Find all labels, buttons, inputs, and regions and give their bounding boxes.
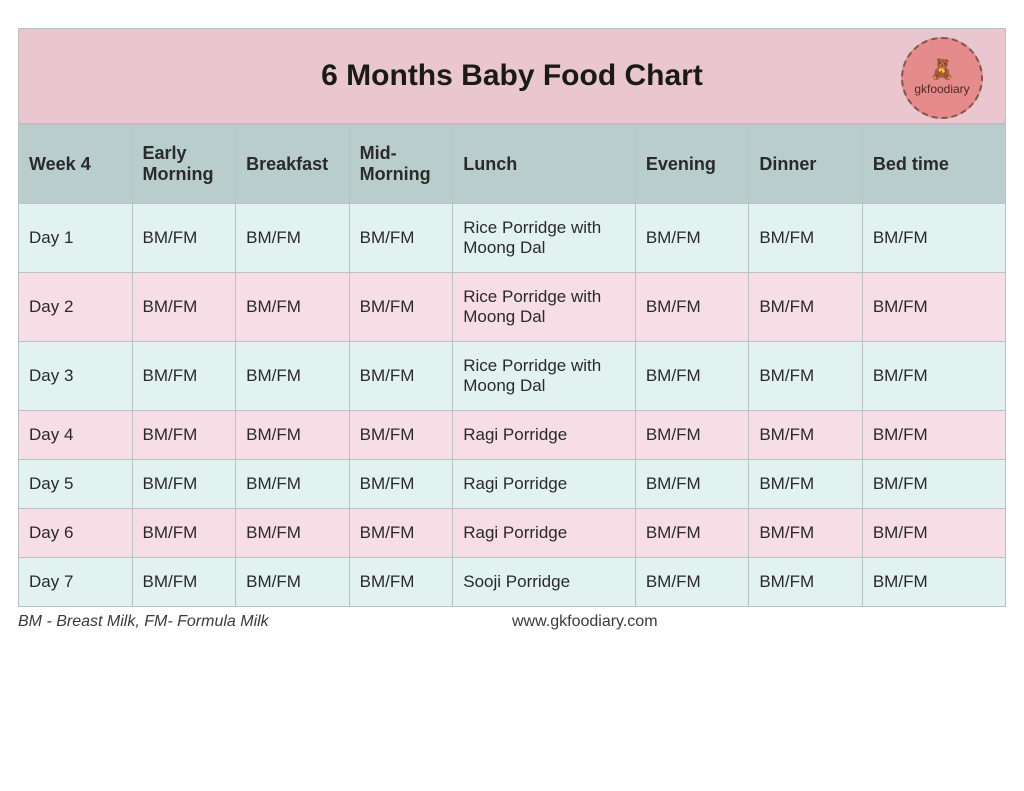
meal-cell: Rice Porridge with Moong Dal <box>453 273 636 342</box>
column-header: Bed time <box>862 125 1005 204</box>
meal-cell: BM/FM <box>349 342 453 411</box>
brand-logo: 🧸 gkfoodiary <box>901 37 983 119</box>
chart-title: 6 Months Baby Food Chart <box>321 59 703 93</box>
meal-cell: BM/FM <box>749 204 863 273</box>
day-label: Day 2 <box>19 273 133 342</box>
meal-cell: BM/FM <box>132 460 236 509</box>
meal-cell: Ragi Porridge <box>453 460 636 509</box>
meal-cell: BM/FM <box>862 411 1005 460</box>
meal-cell: BM/FM <box>236 273 350 342</box>
meal-cell: BM/FM <box>635 273 749 342</box>
brand-text: gkfoodiary <box>914 82 969 96</box>
column-header: Breakfast <box>236 125 350 204</box>
day-label: Day 6 <box>19 509 133 558</box>
table-body: Day 1BM/FMBM/FMBM/FMRice Porridge with M… <box>19 204 1006 607</box>
meal-cell: BM/FM <box>132 411 236 460</box>
meal-cell: BM/FM <box>749 273 863 342</box>
day-label: Day 3 <box>19 342 133 411</box>
meal-cell: BM/FM <box>635 558 749 607</box>
meal-cell: BM/FM <box>749 509 863 558</box>
meal-cell: BM/FM <box>635 460 749 509</box>
meal-cell: BM/FM <box>132 558 236 607</box>
meal-cell: BM/FM <box>862 509 1005 558</box>
meal-cell: Rice Porridge with Moong Dal <box>453 204 636 273</box>
meal-cell: BM/FM <box>635 411 749 460</box>
meal-cell: Ragi Porridge <box>453 509 636 558</box>
meal-cell: BM/FM <box>749 411 863 460</box>
table-row: Day 2BM/FMBM/FMBM/FMRice Porridge with M… <box>19 273 1006 342</box>
meal-cell: BM/FM <box>236 460 350 509</box>
header-row: Week 4Early MorningBreakfastMid-MorningL… <box>19 125 1006 204</box>
meal-cell: BM/FM <box>132 204 236 273</box>
meal-cell: BM/FM <box>635 342 749 411</box>
table-head: Week 4Early MorningBreakfastMid-MorningL… <box>19 125 1006 204</box>
legend-text: BM - Breast Milk, FM- Formula Milk <box>18 613 512 631</box>
meal-cell: BM/FM <box>349 558 453 607</box>
meal-cell: BM/FM <box>862 460 1005 509</box>
meal-cell: BM/FM <box>749 558 863 607</box>
meal-cell: BM/FM <box>862 204 1005 273</box>
column-header: Mid-Morning <box>349 125 453 204</box>
meal-cell: BM/FM <box>862 273 1005 342</box>
meal-cell: BM/FM <box>749 342 863 411</box>
meal-cell: BM/FM <box>862 558 1005 607</box>
title-bar: 6 Months Baby Food Chart 🧸 gkfoodiary <box>18 28 1006 124</box>
meal-cell: BM/FM <box>349 509 453 558</box>
meal-cell: BM/FM <box>132 273 236 342</box>
meal-cell: BM/FM <box>349 273 453 342</box>
meal-cell: Ragi Porridge <box>453 411 636 460</box>
meal-cell: BM/FM <box>236 509 350 558</box>
footer: BM - Breast Milk, FM- Formula Milk www.g… <box>18 613 1006 631</box>
site-url: www.gkfoodiary.com <box>512 613 1006 631</box>
column-header: Dinner <box>749 125 863 204</box>
day-label: Day 7 <box>19 558 133 607</box>
meal-cell: BM/FM <box>236 558 350 607</box>
day-label: Day 1 <box>19 204 133 273</box>
meal-cell: BM/FM <box>349 411 453 460</box>
column-header: Lunch <box>453 125 636 204</box>
table-row: Day 4BM/FMBM/FMBM/FMRagi PorridgeBM/FMBM… <box>19 411 1006 460</box>
meal-cell: Rice Porridge with Moong Dal <box>453 342 636 411</box>
meal-cell: BM/FM <box>236 204 350 273</box>
table-row: Day 6BM/FMBM/FMBM/FMRagi PorridgeBM/FMBM… <box>19 509 1006 558</box>
table-row: Day 3BM/FMBM/FMBM/FMRice Porridge with M… <box>19 342 1006 411</box>
table-row: Day 1BM/FMBM/FMBM/FMRice Porridge with M… <box>19 204 1006 273</box>
food-table: Week 4Early MorningBreakfastMid-MorningL… <box>18 124 1006 607</box>
meal-cell: BM/FM <box>635 204 749 273</box>
meal-cell: BM/FM <box>236 411 350 460</box>
bear-icon: 🧸 <box>930 60 955 80</box>
meal-cell: BM/FM <box>132 509 236 558</box>
day-label: Day 5 <box>19 460 133 509</box>
meal-cell: Sooji Porridge <box>453 558 636 607</box>
day-label: Day 4 <box>19 411 133 460</box>
meal-cell: BM/FM <box>749 460 863 509</box>
meal-cell: BM/FM <box>349 460 453 509</box>
table-row: Day 5BM/FMBM/FMBM/FMRagi PorridgeBM/FMBM… <box>19 460 1006 509</box>
food-chart: 6 Months Baby Food Chart 🧸 gkfoodiary We… <box>18 28 1006 631</box>
meal-cell: BM/FM <box>236 342 350 411</box>
column-header: Evening <box>635 125 749 204</box>
column-header: Week 4 <box>19 125 133 204</box>
meal-cell: BM/FM <box>635 509 749 558</box>
table-row: Day 7BM/FMBM/FMBM/FMSooji PorridgeBM/FMB… <box>19 558 1006 607</box>
column-header: Early Morning <box>132 125 236 204</box>
meal-cell: BM/FM <box>862 342 1005 411</box>
meal-cell: BM/FM <box>132 342 236 411</box>
meal-cell: BM/FM <box>349 204 453 273</box>
